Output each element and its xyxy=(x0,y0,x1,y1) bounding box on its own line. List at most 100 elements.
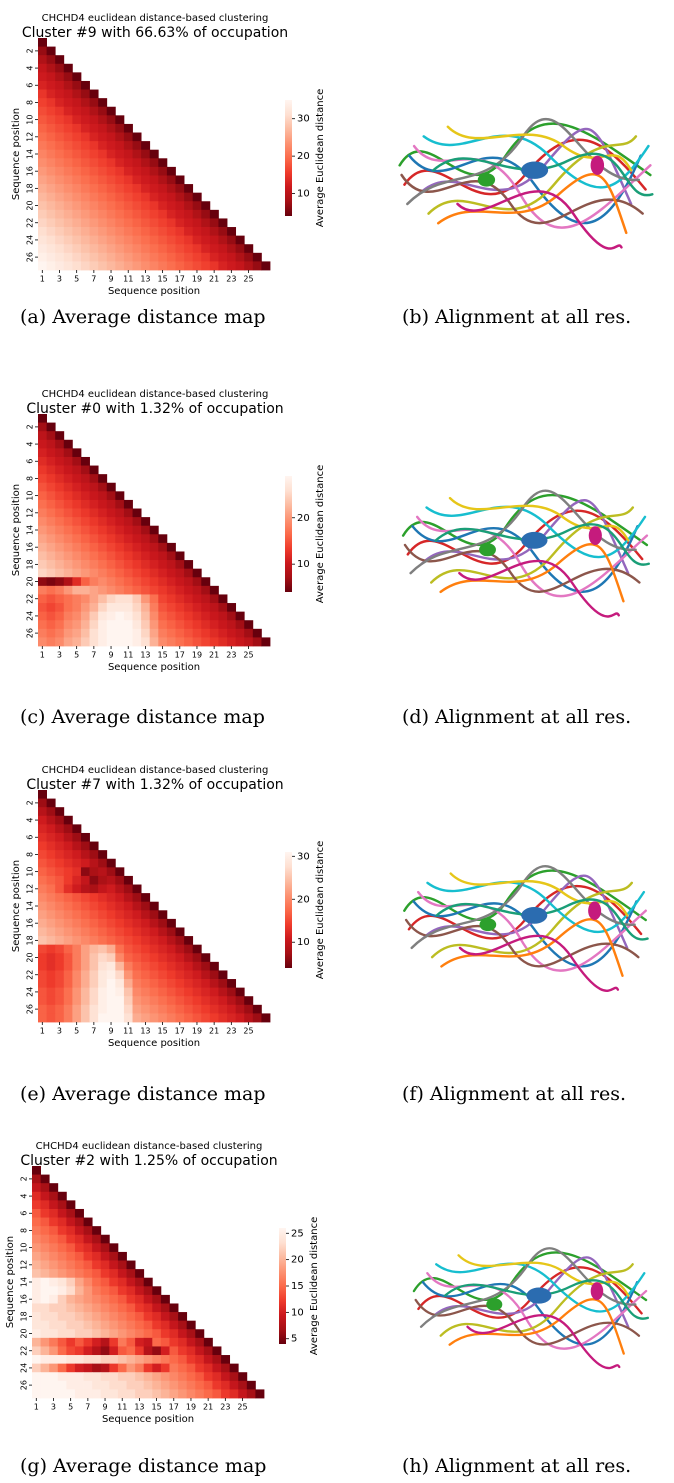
heatmap-cell xyxy=(40,1380,50,1390)
heatmap-cell xyxy=(63,149,73,159)
heatmap-cell xyxy=(74,1346,84,1356)
heatmap-cell xyxy=(80,568,90,578)
heatmap-cell xyxy=(141,611,151,621)
y-tick-label: 20 xyxy=(26,200,35,210)
heatmap-cell xyxy=(123,508,133,518)
heatmap-cell xyxy=(132,141,142,151)
y-tick-label: 16 xyxy=(20,1294,29,1304)
heatmap-cell xyxy=(80,482,90,492)
heatmap-cell xyxy=(141,201,151,211)
heatmap-cell xyxy=(46,850,56,860)
heatmap-cell xyxy=(117,1260,127,1270)
heatmap-cell xyxy=(123,970,133,980)
heatmap-cell xyxy=(160,1346,170,1356)
heatmap-cell xyxy=(98,474,108,484)
heatmap-cell xyxy=(46,517,56,527)
heatmap-cell xyxy=(38,560,47,570)
heatmap-cell xyxy=(135,1303,145,1313)
heatmap-cell xyxy=(40,1303,50,1313)
heatmap-cell xyxy=(186,1337,196,1347)
heatmap-cell xyxy=(115,218,125,228)
heatmap-cell xyxy=(98,132,108,142)
heatmap-cell xyxy=(123,961,133,971)
heatmap-cell xyxy=(80,1013,90,1023)
heatmap-cell xyxy=(80,1004,90,1014)
heatmap-cell xyxy=(178,1337,188,1347)
heatmap-cell xyxy=(83,1346,93,1356)
heatmap-cell xyxy=(218,637,228,647)
heatmap-cell xyxy=(63,893,73,903)
heatmap-cell xyxy=(80,884,90,894)
heatmap-cell xyxy=(166,184,176,194)
heatmap-cell xyxy=(235,1004,245,1014)
heatmap-cell xyxy=(49,1303,59,1313)
x-tick-label: 13 xyxy=(140,1027,150,1036)
heatmap-cell xyxy=(55,1004,65,1014)
heatmap-cell xyxy=(123,884,133,894)
heatmap-cell xyxy=(32,1303,41,1313)
heatmap-cell xyxy=(238,1372,248,1382)
heatmap-cell xyxy=(72,620,82,630)
heatmap-cell xyxy=(46,261,56,271)
heatmap-cell xyxy=(89,542,99,552)
heatmap-cell xyxy=(126,1294,136,1304)
heatmap-cell xyxy=(106,560,116,570)
heatmap-cell xyxy=(72,261,82,271)
heatmap-cell xyxy=(184,944,194,954)
y-tick-label: 16 xyxy=(26,542,35,552)
heatmap-cell xyxy=(184,568,194,578)
heatmap-cell xyxy=(123,1013,133,1023)
heatmap-cell xyxy=(98,918,108,928)
heatmap-cell xyxy=(106,858,116,868)
heatmap-cell xyxy=(126,1320,136,1330)
heatmap-cell xyxy=(143,1355,153,1365)
y-tick-label: 18 xyxy=(26,183,35,193)
heatmap-cell xyxy=(123,628,133,638)
heatmap-cell xyxy=(98,884,108,894)
heatmap-cell xyxy=(235,244,245,254)
heatmap-cell xyxy=(126,1312,136,1322)
heatmap-cell xyxy=(72,953,82,963)
heatmap-cell xyxy=(92,1277,102,1287)
heatmap-cell xyxy=(72,996,82,1006)
x-axis-label: Sequence position xyxy=(108,1038,200,1049)
heatmap-cell xyxy=(40,1200,50,1210)
heatmap-cell xyxy=(227,637,237,647)
heatmap-cell xyxy=(203,1372,213,1382)
heatmap-cell xyxy=(169,1380,179,1390)
heatmap-cell xyxy=(117,1269,127,1279)
heatmap-cell xyxy=(123,987,133,997)
heatmap-cell xyxy=(63,824,73,834)
heatmap-cell xyxy=(57,1389,67,1399)
heatmap-cell xyxy=(55,953,65,963)
colorbar xyxy=(285,852,292,968)
heatmap-cell xyxy=(66,1372,76,1382)
heatmap-cell xyxy=(80,901,90,911)
x-tick-label: 3 xyxy=(57,1027,62,1036)
heatmap-cell xyxy=(115,542,125,552)
heatmap-cell xyxy=(46,89,56,99)
heatmap-cell xyxy=(63,996,73,1006)
heatmap-cell xyxy=(55,252,65,262)
heatmap-cell xyxy=(63,508,73,518)
heatmap-cell xyxy=(80,192,90,202)
heatmap xyxy=(38,38,271,271)
heatmap-cell xyxy=(135,1329,145,1339)
heatmap-cell xyxy=(46,1013,56,1023)
heatmap-cell xyxy=(74,1234,84,1244)
heatmap-cell xyxy=(158,166,168,176)
heatmap-cell xyxy=(166,953,176,963)
heatmap-cell xyxy=(46,620,56,630)
heatmap-cell xyxy=(98,893,108,903)
heatmap-cell xyxy=(126,1329,136,1339)
heatmap-cell xyxy=(201,620,211,630)
heatmap-cell xyxy=(141,979,151,989)
heatmap-cell xyxy=(132,603,142,613)
heatmap-cell xyxy=(149,235,159,245)
heatmap-cell xyxy=(83,1260,93,1270)
y-tick-label: 8 xyxy=(26,100,35,105)
heatmap-cell xyxy=(132,508,142,518)
heatmap-cell xyxy=(46,431,56,441)
y-tick-label: 26 xyxy=(20,1380,29,1390)
heatmap-cell xyxy=(132,192,142,202)
